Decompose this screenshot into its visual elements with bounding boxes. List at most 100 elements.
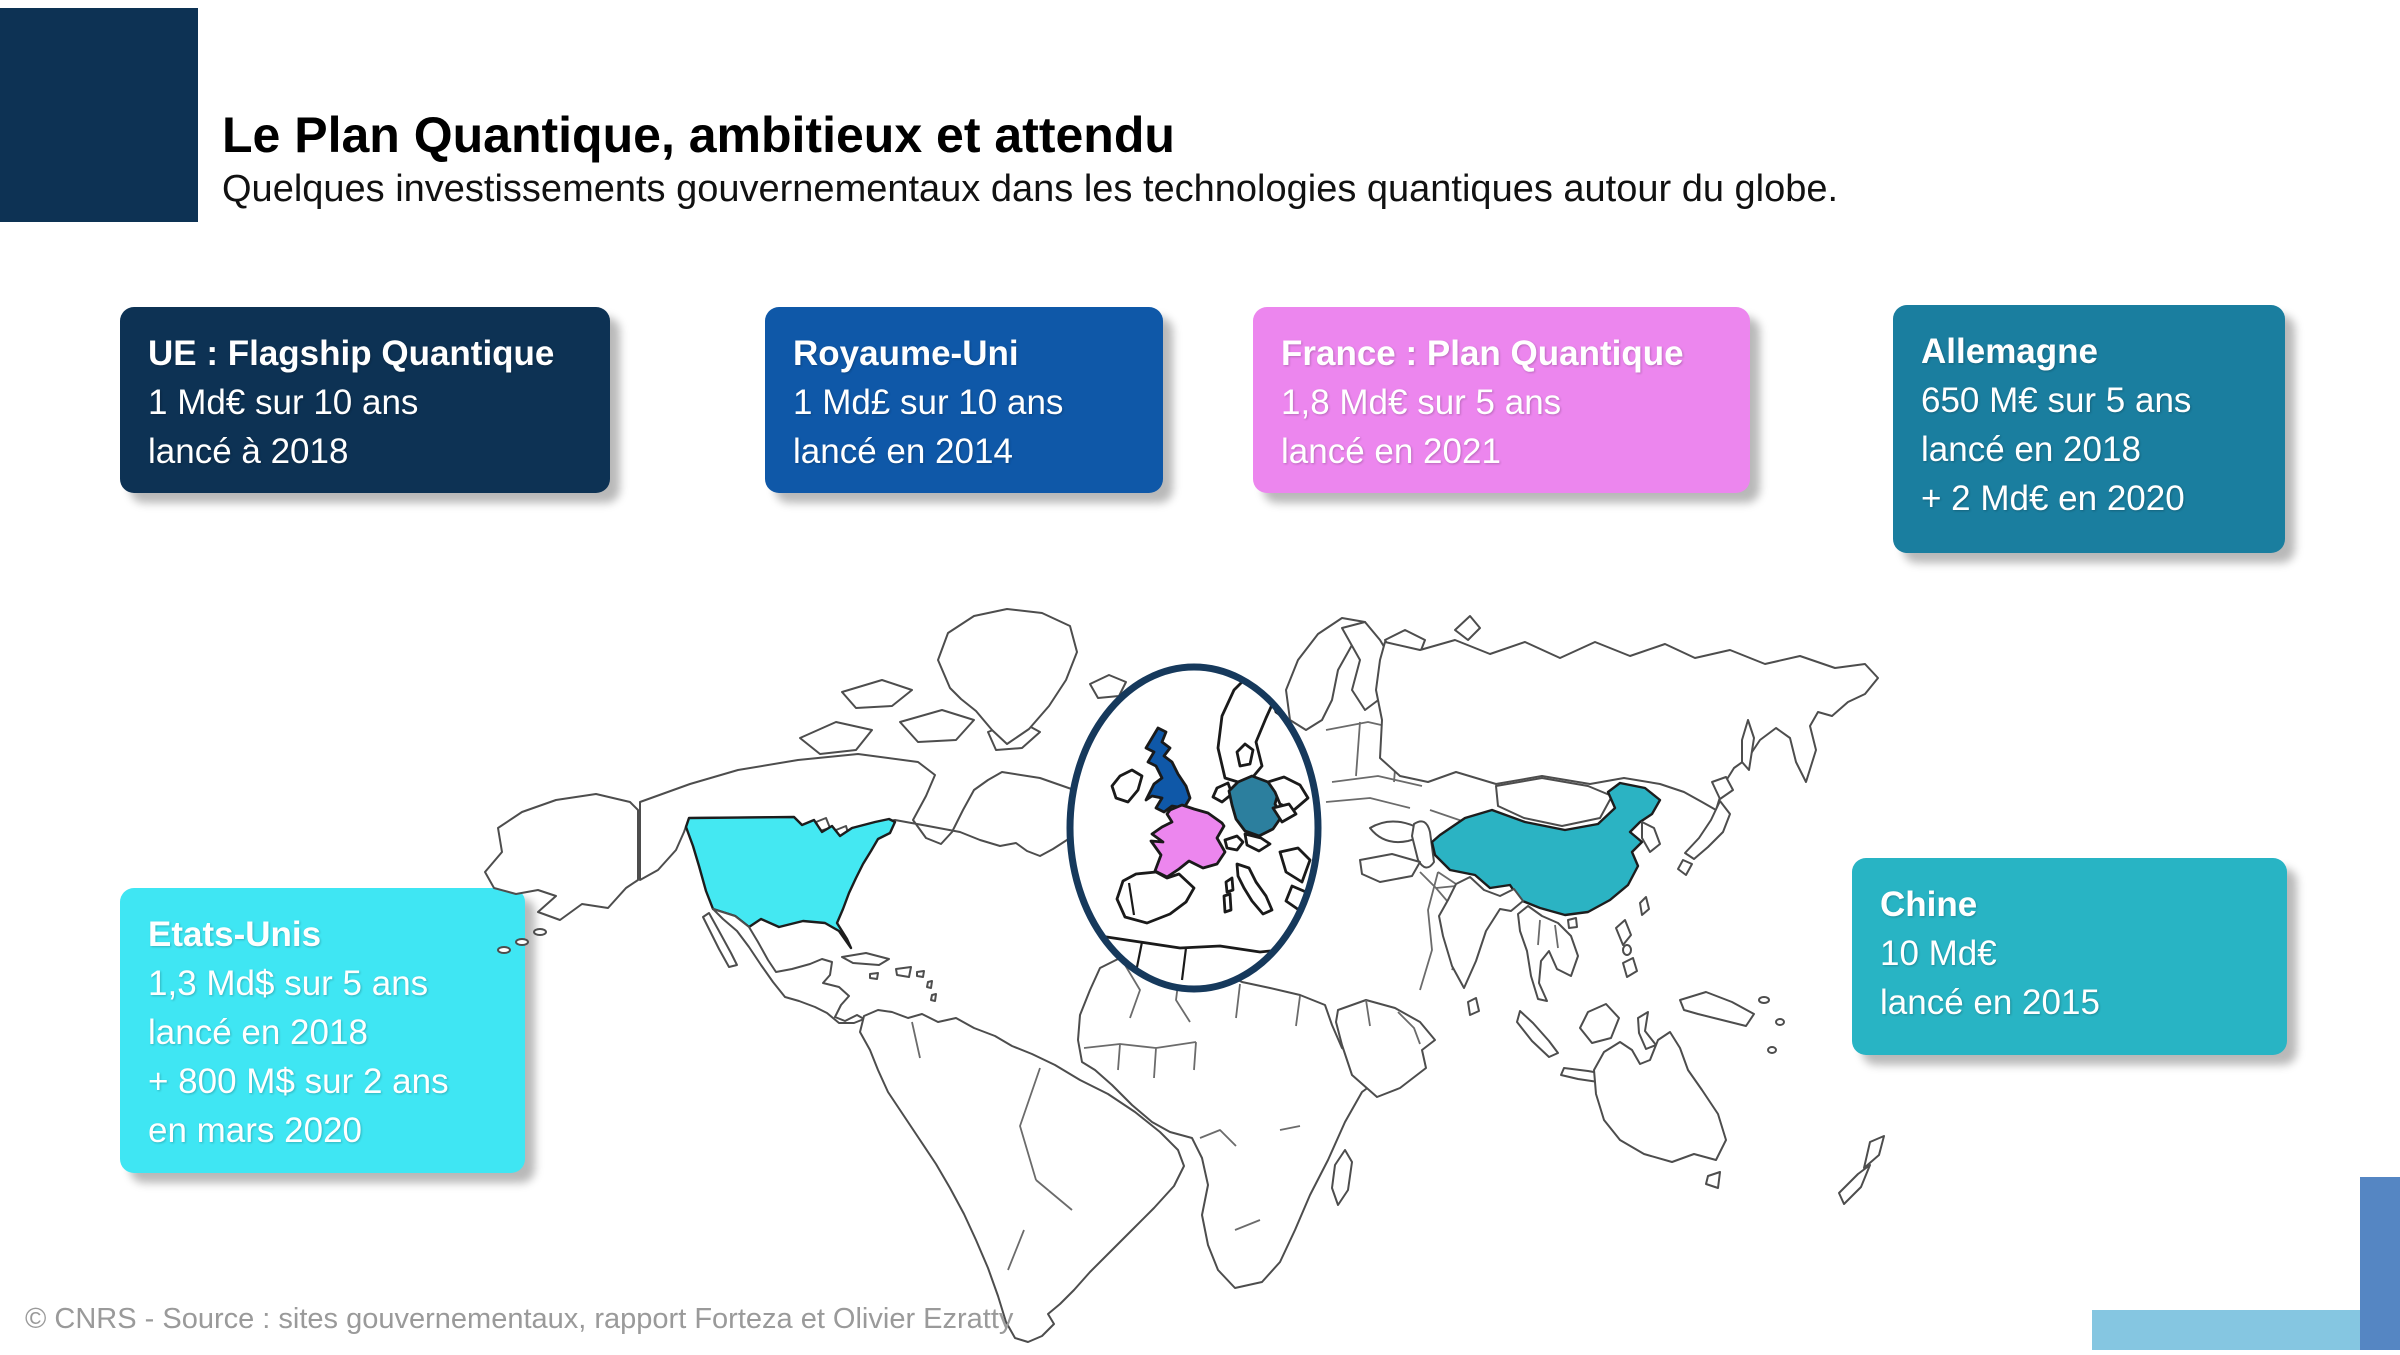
map-border-lines: [1365, 999, 1421, 1045]
map-pacific-island: [1767, 1046, 1777, 1054]
map-border-lines: [911, 1021, 1073, 1271]
map-hispaniola: [895, 966, 912, 978]
inset-portugal-border: [1127, 882, 1136, 916]
map-hainan: [1567, 917, 1578, 929]
map-sulawesi: [1637, 1011, 1657, 1050]
page-title: Le Plan Quantique, ambitieux et attendu: [222, 106, 1175, 163]
map-taiwan: [1639, 896, 1650, 916]
map-alaska: [484, 793, 639, 921]
map-new-guinea: [1679, 991, 1755, 1027]
card-eu-title: UE : Flagship Quantique: [148, 334, 555, 373]
map-sakhalin: [1741, 719, 1755, 771]
inset-iberia: [1115, 870, 1196, 925]
card-uk-title: Royaume-Uni: [793, 334, 1019, 373]
map-border-lines: [1325, 721, 1423, 809]
map-novaya-zemlya: [1454, 615, 1481, 641]
inset-uk-shape: [1144, 726, 1192, 814]
europe-inset: [1066, 663, 1322, 993]
map-philippines-island: [1622, 944, 1632, 956]
card-usa-line: en mars 2020: [148, 1111, 363, 1150]
map-cuba: [841, 952, 890, 966]
map-borneo: [1579, 1003, 1620, 1044]
map-border-lines: [1083, 959, 1301, 1231]
inset-ireland: [1110, 768, 1144, 804]
world-map: [480, 570, 1950, 1350]
map-japan-kyushu: [1677, 859, 1693, 876]
map-baja-california: [702, 912, 738, 968]
card-germany-line: + 2 Md€ en 2020: [1921, 479, 2185, 518]
map-africa: [1077, 957, 1401, 1289]
inset-austria: [1243, 832, 1272, 853]
card-france-line: 1,8 Md€ sur 5 ans: [1281, 383, 1562, 422]
map-antilles-island: [916, 970, 925, 978]
map-australia: [1593, 1031, 1727, 1163]
map-new-zealand-south: [1838, 1164, 1871, 1205]
europe-inset-ring: [1066, 663, 1322, 993]
map-antilles-island: [926, 980, 933, 989]
card-royaume-uni: Royaume-Uni 1 Md£ sur 10 ans lancé en 20…: [765, 307, 1163, 493]
card-etats-unis: Etats-Unis 1,3 Md$ sur 5 ans lancé en 20…: [120, 888, 525, 1173]
map-aleutian-island: [497, 946, 511, 954]
card-eu-line: 1 Md€ sur 10 ans: [148, 383, 419, 422]
map-new-zealand-north: [1863, 1135, 1885, 1169]
card-usa-line: 1,3 Md$ sur 5 ans: [148, 964, 429, 1003]
map-philippines-mindanao: [1622, 957, 1638, 978]
inset-corsica: [1224, 876, 1235, 894]
map-madagascar: [1331, 1149, 1353, 1206]
map-antilles-island: [930, 993, 937, 1002]
card-france-line: lancé en 2021: [1281, 432, 1501, 471]
map-arctic-island: [899, 709, 975, 743]
map-turkey: [1359, 853, 1421, 883]
card-germany-line: lancé en 2018: [1921, 430, 2141, 469]
map-korea: [1641, 821, 1661, 853]
card-allemagne: Allemagne 650 M€ sur 5 ans lancé en 2018…: [1893, 305, 2285, 553]
inset-czech: [1271, 802, 1298, 824]
map-aleutian-island: [515, 938, 529, 946]
map-sumatra: [1516, 1010, 1559, 1058]
inset-lowlands: [1211, 781, 1234, 804]
map-japan-hokkaido: [1711, 776, 1734, 800]
card-eu-flagship: UE : Flagship Quantique 1 Md€ sur 10 ans…: [120, 307, 610, 493]
map-russia: [1375, 639, 1879, 811]
country-china-shape: [1430, 781, 1662, 917]
card-germany-title: Allemagne: [1921, 332, 2098, 371]
map-iceland: [1089, 674, 1127, 699]
card-chine: Chine 10 Md€ lancé en 2015: [1852, 858, 2287, 1055]
card-usa-line: lancé en 2018: [148, 1013, 368, 1052]
inset-balkans: [1278, 846, 1312, 884]
map-mongolia: [1495, 777, 1613, 827]
card-china-line: 10 Md€: [1880, 934, 1997, 973]
card-china-title: Chine: [1880, 885, 1978, 924]
page-subtitle: Quelques investissements gouvernementaux…: [222, 168, 1839, 210]
accent-bar-horizontal: [2092, 1310, 2360, 1350]
map-india: [1438, 876, 1524, 989]
card-china-line: lancé en 2015: [1880, 983, 2100, 1022]
card-germany-line: 650 M€ sur 5 ans: [1921, 381, 2192, 420]
map-border-lines: [1537, 919, 1559, 949]
inset-poland: [1266, 775, 1310, 812]
card-eu-line: lancé à 2018: [148, 432, 349, 471]
map-philippines-luzon: [1615, 919, 1632, 946]
inset-italy: [1235, 862, 1274, 916]
footer-credit: © CNRS - Source : sites gouvernementaux,…: [25, 1303, 1014, 1335]
map-arctic-island: [841, 679, 913, 709]
map-south-america: [859, 1009, 1185, 1343]
inset-sardinia: [1222, 892, 1233, 914]
inset-denmark: [1235, 742, 1255, 768]
accent-bar-vertical: [2360, 1177, 2400, 1350]
map-greenland: [937, 608, 1078, 745]
card-uk-line: lancé en 2014: [793, 432, 1013, 471]
map-tasmania: [1705, 1171, 1721, 1189]
map-jamaica: [869, 972, 879, 980]
map-sri-lanka: [1467, 997, 1480, 1016]
card-france-title: France : Plan Quantique: [1281, 334, 1684, 373]
card-usa-line: + 800 M$ sur 2 ans: [148, 1062, 449, 1101]
inset-france-shape: [1149, 803, 1227, 879]
map-mexico-central-america: [712, 908, 865, 1024]
card-uk-line: 1 Md£ sur 10 ans: [793, 383, 1064, 422]
card-france: France : Plan Quantique 1,8 Md€ sur 5 an…: [1253, 307, 1750, 493]
card-usa-title: Etats-Unis: [148, 915, 322, 954]
map-pacific-island: [1758, 996, 1770, 1004]
map-pacific-island: [1775, 1018, 1785, 1026]
map-arctic-island: [799, 721, 873, 755]
